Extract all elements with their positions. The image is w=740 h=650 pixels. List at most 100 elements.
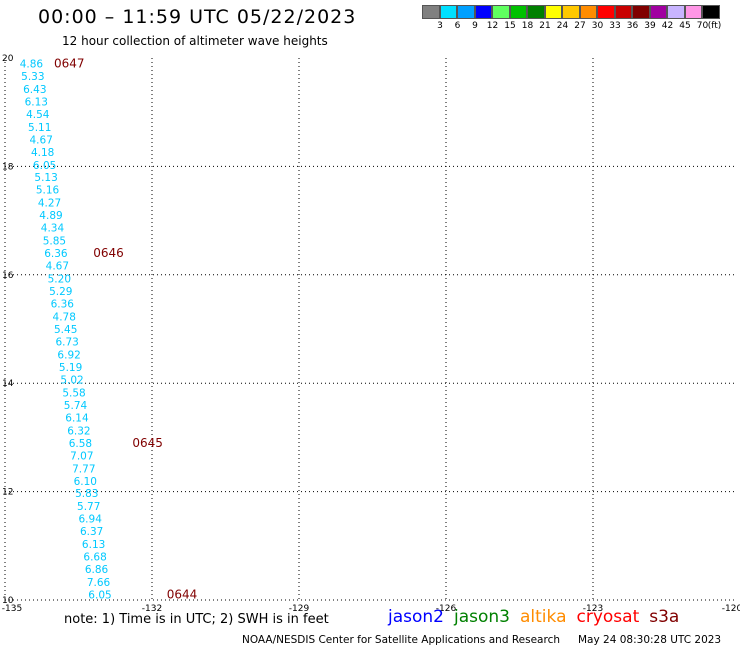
legend-label: 33 — [609, 21, 621, 31]
generated-timestamp: May 24 08:30:28 UTC 2023 — [578, 634, 722, 646]
y-tick-label: 10 — [2, 596, 14, 606]
wave-height-label: 6.68 — [83, 552, 106, 564]
wave-height-label: 5.02 — [60, 374, 83, 386]
legend-label: 36 — [626, 21, 639, 31]
time-label: 0646 — [93, 246, 124, 260]
wave-height-label: 7.77 — [72, 463, 95, 475]
wave-height-label: 4.67 — [30, 134, 53, 146]
legend-label: 27 — [574, 21, 586, 31]
y-tick-label: 14 — [2, 379, 14, 389]
wave-height-label: 6.05 — [88, 590, 111, 602]
legend-label: 9 — [472, 21, 478, 31]
x-tick-label: -135 — [2, 604, 22, 614]
x-tick-label: -120 — [722, 604, 740, 614]
wave-height-label: 6.94 — [79, 514, 103, 526]
legend-label: 70 — [696, 21, 709, 31]
wave-height-label: 6.05 — [33, 160, 56, 172]
wave-height-label: 5.29 — [49, 286, 72, 298]
legend-unit: (ft) — [707, 21, 722, 31]
legend-swatch — [422, 5, 440, 19]
wave-height-label: 4.54 — [26, 109, 50, 121]
time-label: 0644 — [167, 588, 198, 602]
wave-height-label: 4.78 — [53, 312, 76, 324]
wave-height-label: 5.13 — [34, 172, 57, 184]
chart-subtitle: 12 hour collection of altimeter wave hei… — [62, 34, 328, 48]
satellite-label: altika — [520, 607, 567, 627]
wave-height-label: 5.58 — [62, 387, 85, 399]
wave-height-label: 4.67 — [46, 261, 69, 273]
legend-swatch — [474, 5, 492, 19]
x-tick-label: -132 — [142, 604, 162, 614]
wave-height-label: 4.89 — [39, 210, 62, 222]
legend-swatch — [649, 5, 667, 19]
legend-label: 45 — [679, 21, 691, 31]
wave-height-label: 6.73 — [55, 336, 78, 348]
wave-height-label: 6.13 — [25, 96, 48, 108]
color-legend: 3 6 9 12 15 18 21 24 27 30 33 36 39 42 45 70 (ft) — [422, 5, 721, 33]
x-tick-label: -126 — [436, 604, 457, 614]
legend-swatch — [667, 5, 685, 19]
legend-label: 18 — [521, 21, 534, 31]
legend-label: 21 — [539, 21, 551, 31]
legend-label: 15 — [504, 21, 516, 31]
wave-height-label: 4.27 — [38, 198, 61, 210]
wave-height-label: 5.74 — [64, 400, 88, 412]
legend-label: 3 — [437, 21, 443, 31]
x-tick-label: -129 — [289, 604, 310, 614]
wave-height-label: 5.16 — [36, 185, 60, 197]
legend-swatch — [597, 5, 615, 19]
wave-height-label: 5.19 — [59, 362, 82, 374]
wave-height-label: 6.86 — [85, 564, 109, 576]
satellite-legend: jason2 jason3 altika cryosat s3a — [388, 607, 689, 627]
wave-height-label: 6.36 — [44, 248, 68, 260]
wave-height-label: 6.32 — [67, 425, 90, 437]
wave-height-label: 6.92 — [57, 349, 80, 361]
legend-swatch — [457, 5, 475, 19]
satellite-label: cryosat — [576, 607, 640, 627]
legend-swatch — [579, 5, 597, 19]
legend-swatch — [632, 5, 650, 19]
time-label: 0647 — [54, 56, 85, 70]
wave-height-label: 5.33 — [21, 71, 44, 83]
legend-label: 39 — [644, 21, 656, 31]
wave-height-label: 5.20 — [48, 274, 71, 286]
wave-height-label: 4.34 — [41, 223, 65, 235]
y-tick-label: 20 — [2, 54, 14, 64]
wave-height-label: 5.11 — [28, 122, 51, 134]
legend-swatch — [492, 5, 510, 19]
y-tick-label: 16 — [2, 271, 14, 281]
time-label: 0645 — [132, 436, 163, 450]
credit-text: NOAA/NESDIS Center for Satellite Applica… — [242, 634, 560, 646]
legend-swatch — [509, 5, 527, 19]
legend-swatch — [544, 5, 562, 19]
wave-height-label: 7.07 — [70, 450, 93, 462]
legend-label: 24 — [556, 21, 569, 31]
wave-height-label: 6.43 — [23, 84, 46, 96]
legend-swatch — [684, 5, 702, 19]
wave-height-label: 7.66 — [87, 577, 111, 589]
wave-height-label: 6.37 — [80, 526, 103, 538]
wave-height-label: 6.58 — [69, 438, 92, 450]
satellite-label: s3a — [649, 607, 680, 627]
wave-height-label: 6.14 — [65, 412, 89, 424]
legend-label: 30 — [591, 21, 604, 31]
wave-height-label: 6.36 — [51, 299, 75, 311]
wave-height-label: 4.18 — [31, 147, 54, 159]
satellite-label: jason3 — [454, 607, 510, 627]
legend-swatch — [527, 5, 545, 19]
y-tick-label: 18 — [2, 162, 14, 172]
x-tick-label: -123 — [583, 604, 603, 614]
wave-height-label: 6.10 — [74, 476, 97, 488]
wave-height-label: 5.45 — [54, 324, 77, 336]
legend-label: 42 — [661, 21, 674, 31]
legend-swatch — [614, 5, 632, 19]
units-note: note: 1) Time is in UTC; 2) SWH is in fe… — [64, 612, 329, 627]
legend-swatch — [702, 5, 720, 19]
legend-swatch — [562, 5, 580, 19]
satellite-label: jason2 — [388, 607, 444, 627]
chart-title: 00:00 – 11:59 UTC 05/22/2023 — [38, 6, 357, 28]
legend-label: 6 — [454, 21, 461, 31]
legend-label: 12 — [486, 21, 499, 31]
wave-height-label: 6.13 — [82, 539, 105, 551]
